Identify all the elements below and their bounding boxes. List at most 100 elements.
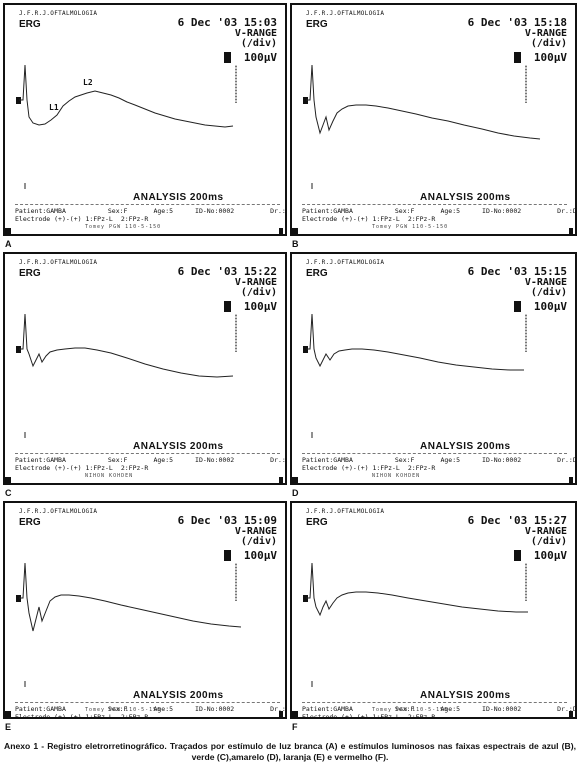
per-div-label: (/div) bbox=[240, 536, 277, 547]
corner-marker-bottom-left bbox=[5, 477, 11, 483]
device-footer: Tomey PGW 110-5-150 bbox=[85, 224, 162, 230]
test-name: ERG bbox=[19, 517, 41, 528]
wave-label-l1: L1 bbox=[49, 103, 59, 112]
test-name: ERG bbox=[306, 19, 328, 30]
analysis-window: ANALYSIS 200ms bbox=[420, 690, 511, 701]
erg-figure-grid: J.F.R.J.OFTALMOLOGIA ERG 6 Dec '03 15:03 V-… bbox=[3, 3, 577, 735]
stimulus-marker bbox=[303, 346, 308, 353]
analysis-window: ANALYSIS 200ms bbox=[420, 441, 511, 452]
electrode-channel: 2:FPz-R bbox=[407, 215, 436, 223]
patient-name: Patient:GAMBA bbox=[302, 456, 353, 464]
electrode-info-line: Electrode (+)-(+) 1:FPz-L 2:FPz-R bbox=[302, 464, 435, 472]
electrode-info-line: Electrode (+)-(+) 1:FPz-L 2:FPz-R bbox=[15, 215, 148, 223]
electrode-config: Electrode (+)-(+) 1:FPz-L bbox=[302, 215, 400, 223]
corner-marker-bottom-right bbox=[569, 711, 573, 717]
voltage-value: 100µV bbox=[243, 51, 277, 64]
patient-info-line: Patient:GAMBA Sex:F Age:5 ID-No:0002 Dr.:DAN… bbox=[15, 705, 286, 713]
analysis-window: ANALYSIS 200ms bbox=[420, 192, 511, 203]
patient-id: ID-No:0002 bbox=[482, 456, 522, 464]
electrode-channel: 2:FPz-R bbox=[120, 464, 149, 472]
voltage-marker bbox=[514, 550, 521, 561]
v-range-block: V-RANGE (/div) bbox=[235, 278, 277, 298]
patient-age: Age:5 bbox=[440, 456, 461, 464]
v-range-label: V-RANGE bbox=[234, 526, 277, 537]
electrode-config: Electrode (+)-(+) 1:FPz-L bbox=[302, 713, 400, 719]
patient-age: Age:5 bbox=[440, 207, 461, 215]
patient-age: Age:5 bbox=[440, 705, 461, 713]
panel-label-d: D bbox=[292, 488, 299, 498]
stimulus-marker bbox=[303, 97, 308, 104]
device-footer: Tomey PGW 110-5-150 bbox=[85, 707, 162, 713]
doctor-name: Dr.:DANIELA bbox=[557, 207, 577, 215]
scale-dots bbox=[235, 314, 237, 352]
erg-panel-f: J.F.R.J.OFTALMOLOGIA ERG 6 Dec '03 15:27 V-… bbox=[290, 501, 577, 719]
electrode-channel: 2:FPz-R bbox=[407, 713, 436, 719]
record-date: 6 Dec '03 15:27 bbox=[467, 514, 567, 527]
doctor-name: Dr.:DANIELA bbox=[557, 456, 577, 464]
stimulus-marker bbox=[16, 595, 21, 602]
scale-dots bbox=[525, 563, 527, 601]
electrode-config: Electrode (+)-(+) 1:FPz-L bbox=[15, 215, 113, 223]
doctor-name: Dr.:DANIELA bbox=[270, 705, 286, 713]
electrode-channel: 2:FPz-R bbox=[120, 713, 149, 719]
erg-waveform bbox=[306, 313, 524, 371]
corner-marker-bottom-left bbox=[292, 711, 298, 717]
patient-id: ID-No:0002 bbox=[195, 456, 235, 464]
corner-marker-bottom-right bbox=[279, 228, 283, 234]
test-name: ERG bbox=[306, 517, 328, 528]
v-range-label: V-RANGE bbox=[524, 526, 567, 537]
corner-marker-bottom-left bbox=[5, 228, 11, 234]
patient-id: ID-No:0002 bbox=[195, 207, 235, 215]
erg-waveform bbox=[19, 313, 234, 378]
hospital-name: J.F.R.J.OFTALMOLOGIA bbox=[306, 10, 385, 17]
record-date: 6 Dec '03 15:09 bbox=[177, 514, 277, 527]
patient-info: Patient:GAMBA Sex:F Age:5 ID-No:0002 Dr.:DAN… bbox=[15, 204, 285, 227]
record-date: 6 Dec '03 15:22 bbox=[177, 265, 277, 278]
voltage-marker bbox=[224, 52, 231, 63]
voltage-marker bbox=[224, 550, 231, 561]
test-name: ERG bbox=[306, 268, 328, 279]
patient-info: Patient:GAMBA Sex:F Age:5 ID-No:0002 Dr.:DAN… bbox=[302, 702, 575, 719]
electrode-info-line: Electrode (+)-(+) 1:FPz-L 2:FPz-R bbox=[15, 464, 148, 472]
corner-marker-bottom-left bbox=[5, 711, 11, 717]
corner-marker-bottom-right bbox=[569, 477, 573, 483]
voltage-value: 100µV bbox=[533, 51, 567, 64]
patient-info: Patient:GAMBA Sex:F Age:5 ID-No:0002 Dr.:DAN… bbox=[15, 453, 285, 476]
doctor-name: Dr.:DANIELA bbox=[557, 705, 577, 713]
voltage-value: 100µV bbox=[243, 549, 277, 562]
v-range-label: V-RANGE bbox=[524, 28, 567, 39]
patient-info: Patient:GAMBA Sex:F Age:5 ID-No:0002 Dr.:DAN… bbox=[15, 702, 285, 719]
patient-info-line: Patient:GAMBA Sex:F Age:5 ID-No:0002 Dr.:DAN… bbox=[302, 456, 577, 464]
v-range-block: V-RANGE (/div) bbox=[525, 29, 567, 49]
patient-sex: Sex:F bbox=[394, 207, 415, 215]
electrode-info-line: Electrode (+)-(+) 1:FPz-L 2:FPz-R bbox=[15, 713, 149, 719]
stimulus-marker bbox=[16, 97, 21, 104]
figure-caption: Anexo 1 - Registro eletrorretinográfico.… bbox=[4, 741, 576, 762]
patient-name: Patient:GAMBA bbox=[302, 705, 353, 713]
patient-sex: Sex:F bbox=[107, 705, 128, 713]
erg-waveform bbox=[306, 64, 541, 140]
corner-marker-bottom-right bbox=[569, 228, 573, 234]
patient-name: Patient:GAMBA bbox=[15, 207, 66, 215]
stimulus-marker bbox=[303, 595, 308, 602]
erg-trace-plot bbox=[19, 64, 234, 189]
electrode-config: Electrode (+)-(+) 1:FPz-L bbox=[15, 713, 113, 719]
erg-waveform bbox=[19, 64, 234, 128]
patient-name: Patient:GAMBA bbox=[15, 456, 66, 464]
hospital-name: J.F.R.J.OFTALMOLOGIA bbox=[306, 259, 385, 266]
doctor-name: Dr.:DANIELA bbox=[270, 456, 286, 464]
wave-label-l2: L2 bbox=[83, 78, 93, 87]
patient-name: Patient:GAMBA bbox=[302, 207, 353, 215]
panel-label-c: C bbox=[5, 488, 12, 498]
erg-panel-e: J.F.R.J.OFTALMOLOGIA ERG 6 Dec '03 15:09 V-… bbox=[3, 501, 287, 719]
erg-trace-plot bbox=[306, 562, 528, 687]
record-date: 6 Dec '03 15:03 bbox=[177, 16, 277, 29]
electrode-channel: 2:FPz-R bbox=[120, 215, 149, 223]
patient-info-line: Patient:GAMBA Sex:F Age:5 ID-No:0002 Dr.:DAN… bbox=[302, 705, 577, 713]
record-date: 6 Dec '03 15:15 bbox=[467, 265, 567, 278]
v-range-block: V-RANGE (/div) bbox=[525, 278, 567, 298]
v-range-label: V-RANGE bbox=[524, 277, 567, 288]
v-range-block: V-RANGE (/div) bbox=[235, 527, 277, 547]
hospital-name: J.F.R.J.OFTALMOLOGIA bbox=[19, 259, 98, 266]
erg-panel-b: J.F.R.J.OFTALMOLOGIA ERG 6 Dec '03 15:18 V-… bbox=[290, 3, 577, 236]
